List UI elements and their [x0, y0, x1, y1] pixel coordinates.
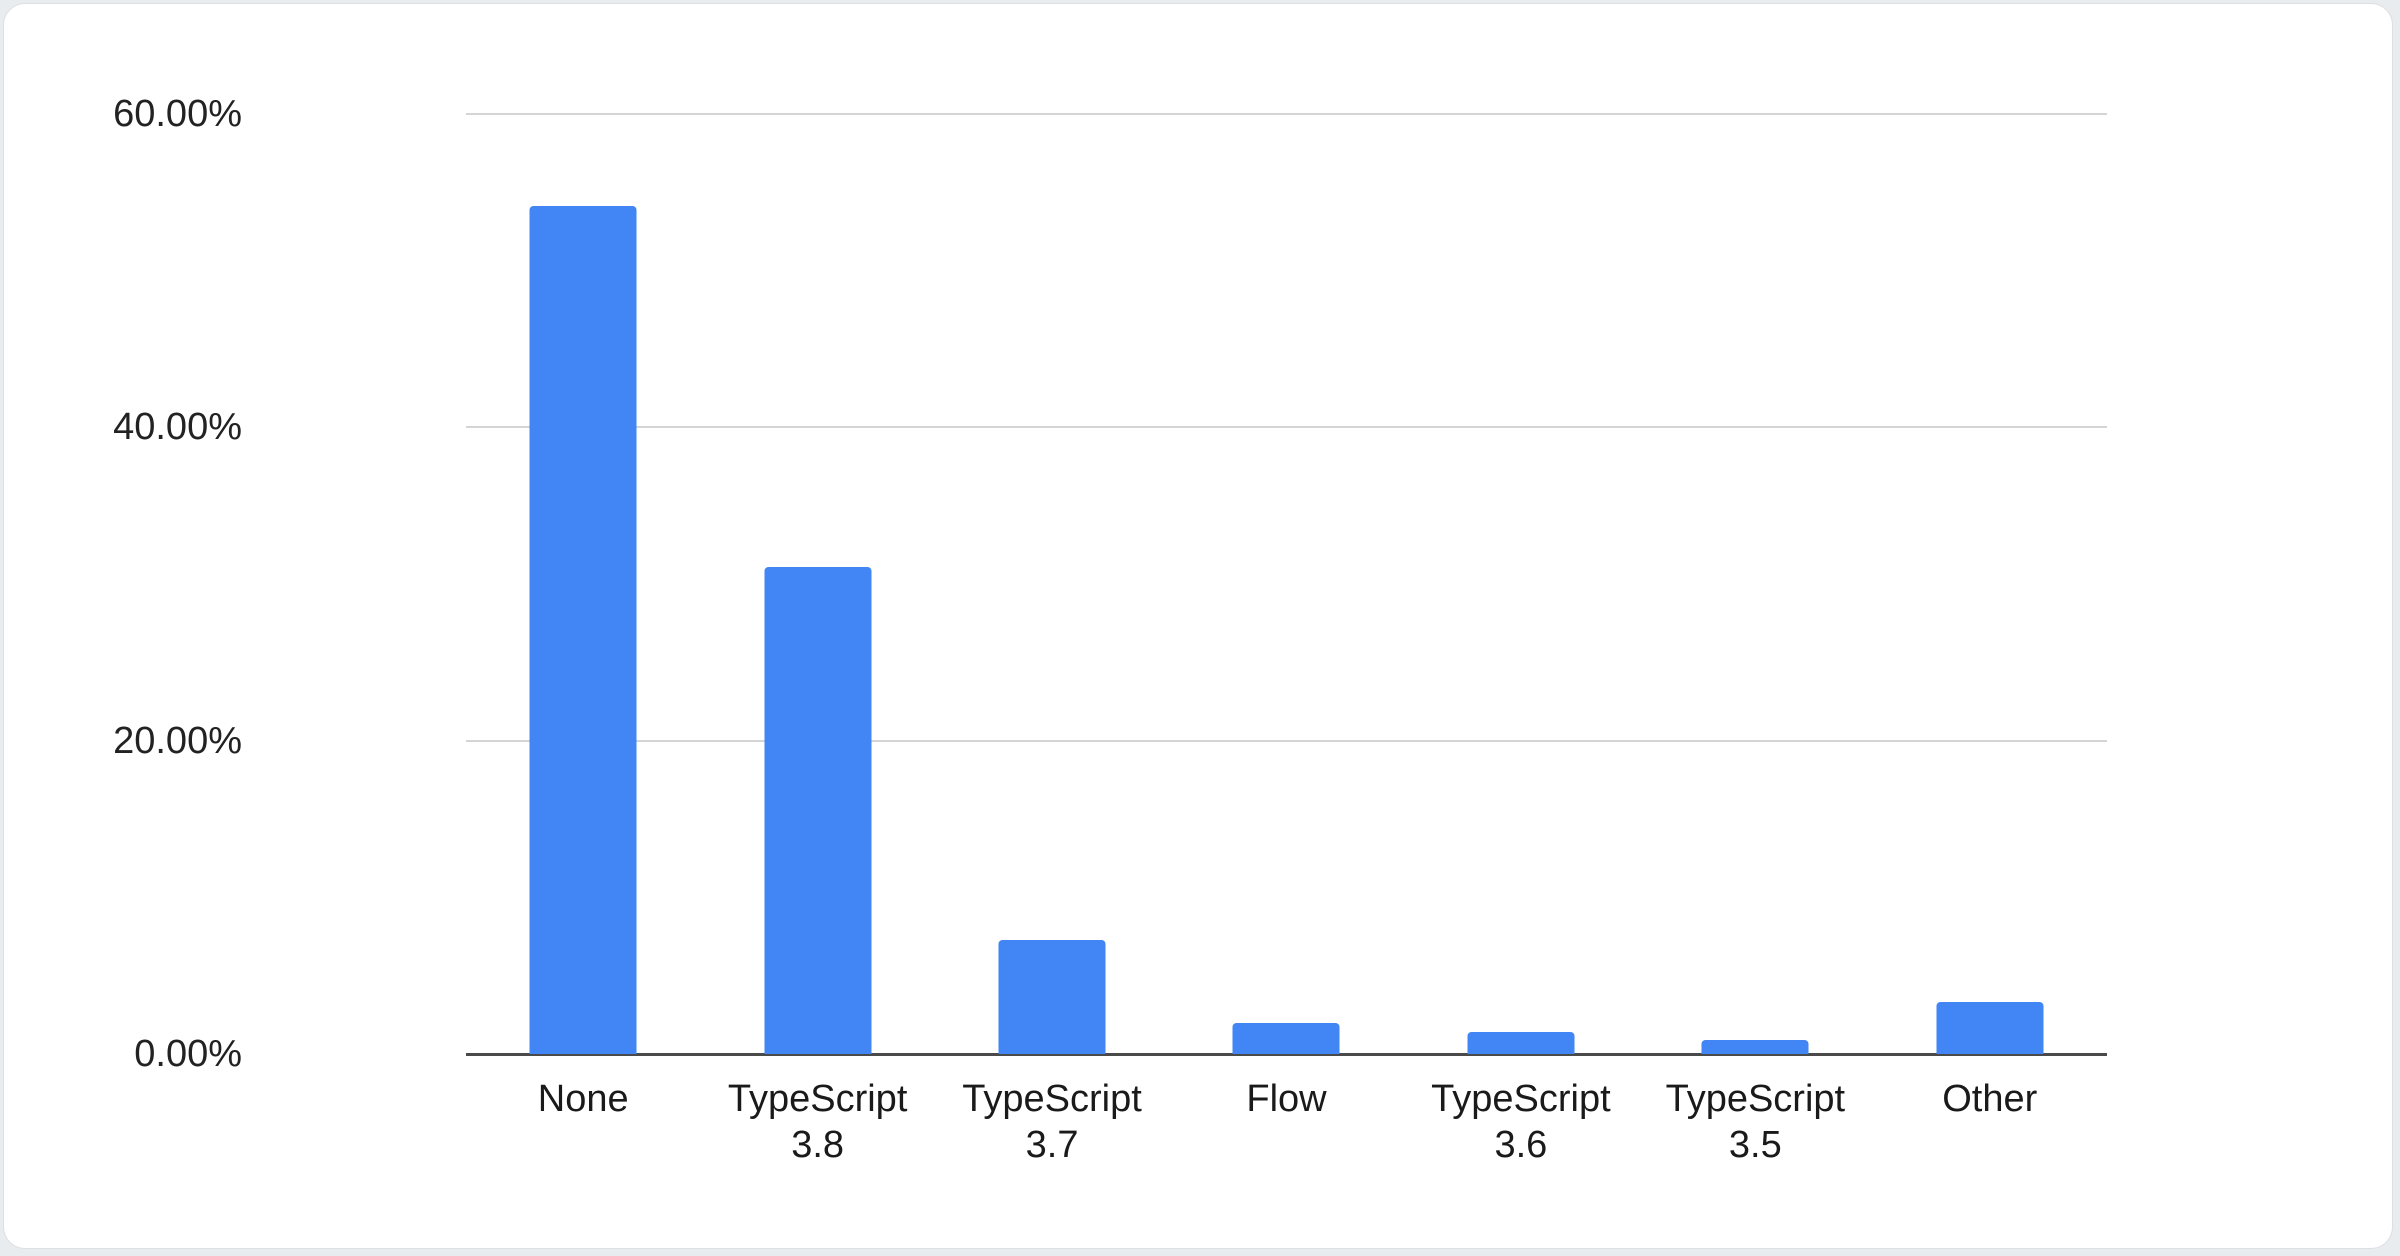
y-axis-tick-label: 0.00%	[134, 1033, 242, 1075]
bar-chart-plot-area: 0.00% 20.00% 40.00% 60.00% None TypeScript 3…	[4, 4, 2392, 1248]
y-axis-tick-label: 40.00%	[113, 406, 242, 449]
bar-slot[interactable]: TypeScript 3.5	[1638, 4, 1872, 1248]
bar-slot[interactable]: None	[466, 4, 700, 1248]
x-axis-tick-label: None	[537, 1078, 629, 1120]
chart-card: 0.00% 20.00% 40.00% 60.00% None TypeScript 3…	[3, 3, 2393, 1249]
x-axis-tick-label: TypeScript 3.6	[1431, 1078, 1611, 1166]
bar[interactable]	[1936, 1002, 2044, 1054]
bar-slot[interactable]: TypeScript 3.7	[935, 4, 1169, 1248]
bar[interactable]	[1467, 1032, 1575, 1054]
x-axis-tick-label: TypeScript 3.8	[727, 1078, 908, 1166]
x-axis-tick-label: TypeScript 3.5	[1665, 1078, 1846, 1166]
bar[interactable]	[1232, 1022, 1340, 1054]
x-axis-tick-label: Flow	[1246, 1078, 1327, 1120]
bar[interactable]	[764, 566, 872, 1054]
bar[interactable]	[1701, 1039, 1809, 1054]
bar-slot[interactable]: TypeScript 3.8	[700, 4, 934, 1248]
y-axis-tick-label: 60.00%	[113, 93, 242, 135]
bar-slot[interactable]: Other	[1873, 4, 2107, 1248]
bar-slot[interactable]: Flow	[1169, 4, 1403, 1248]
x-axis-tick-label: TypeScript 3.7	[962, 1078, 1142, 1166]
x-axis-line	[466, 1053, 2107, 1056]
gridline	[466, 426, 2107, 429]
bar[interactable]	[529, 206, 637, 1054]
bar-slot[interactable]: TypeScript 3.6	[1404, 4, 1638, 1248]
bars-group: None TypeScript 3.8 TypeScript 3.7 Flow Type…	[466, 4, 2107, 1248]
gridline	[466, 739, 2107, 742]
bar[interactable]	[998, 939, 1106, 1054]
y-axis-tick-label: 20.00%	[113, 719, 242, 762]
x-axis-tick-label: Other	[1942, 1078, 2038, 1120]
gridline	[466, 113, 2107, 115]
